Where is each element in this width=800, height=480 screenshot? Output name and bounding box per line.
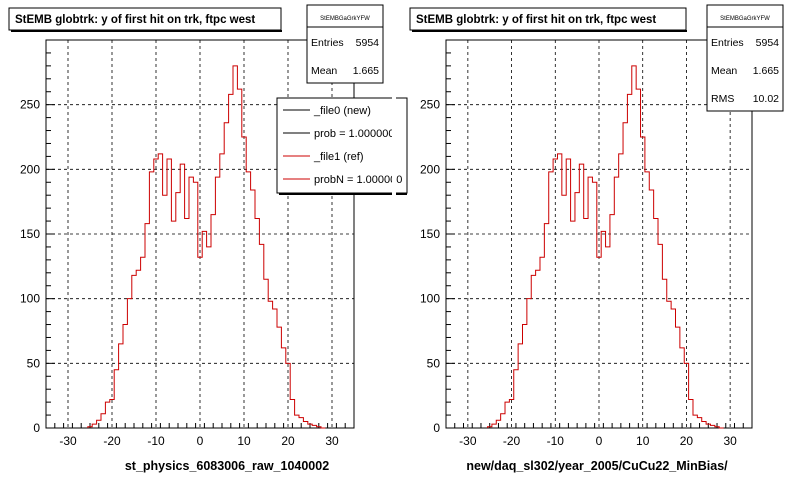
stats-value: 5954 xyxy=(756,37,780,49)
y-tick-label: 250 xyxy=(20,98,40,112)
stats-name: StEMBGaGrkYFW xyxy=(320,16,370,22)
chart-title: StEMB globtrk: y of first hit on trk, ft… xyxy=(15,14,255,26)
stats-value: 10.02 xyxy=(753,93,779,105)
x-axis-label: st_physics_6083006_raw_1040002 xyxy=(125,459,329,473)
stats-name: StEMBGaGrkYFW xyxy=(720,16,770,22)
x-axis-label: new/daq_sl302/year_2005/CuCu22_MinBias/ xyxy=(466,459,728,473)
stats-box xyxy=(306,4,384,84)
y-tick-label: 50 xyxy=(427,356,441,370)
right-margin xyxy=(790,0,800,480)
legend-label: probN = 1.000000 xyxy=(314,174,402,186)
y-tick-label: 200 xyxy=(420,162,440,176)
legend-label: _file0 (new) xyxy=(313,105,371,117)
histogram-series xyxy=(87,65,326,429)
y-tick-label: 100 xyxy=(420,292,440,306)
x-tick-label: 20 xyxy=(281,434,295,448)
right-histogram-panel: -30 -20 -10 0 10 20 30 0 50 100 150 200 250 StEMB glo… xyxy=(409,4,784,473)
left-histogram-panel: -30 -20 -10 0 10 20 30 0 50 100 150 200 250 StEMB glo… xyxy=(8,4,408,473)
stats-label: Entries xyxy=(711,37,744,49)
stats-label: Mean xyxy=(711,65,737,77)
x-tick-label: 0 xyxy=(197,434,204,448)
stats-value: 1.665 xyxy=(353,65,379,77)
histogram-series xyxy=(487,65,724,429)
x-tick-label: -20 xyxy=(503,434,521,448)
stats-label: RMS xyxy=(711,93,734,105)
x-tick-label: -30 xyxy=(59,434,77,448)
y-tick-label: 150 xyxy=(20,227,40,241)
x-tick-label: 10 xyxy=(237,434,251,448)
chart-title: StEMB globtrk: y of first hit on trk, ft… xyxy=(416,14,656,26)
x-tick-label: 30 xyxy=(325,434,339,448)
y-tick-label: 150 xyxy=(420,227,440,241)
legend-box xyxy=(276,97,408,194)
legend-label: _file1 (ref) xyxy=(313,151,364,163)
x-tick-label: 20 xyxy=(680,434,694,448)
y-tick-label: 100 xyxy=(20,292,40,306)
y-tick-label: 250 xyxy=(420,98,440,112)
stats-value: 1.665 xyxy=(753,65,779,77)
x-tick-label: -20 xyxy=(103,434,121,448)
stats-box xyxy=(706,4,784,112)
y-tick-label: 0 xyxy=(33,421,40,435)
panel-gap xyxy=(392,0,396,480)
legend-label: prob = 1.000000 xyxy=(314,128,394,140)
x-tick-label: -10 xyxy=(147,434,165,448)
x-tick-label: 30 xyxy=(723,434,737,448)
stats-label: Mean xyxy=(311,65,337,77)
y-tick-label: 50 xyxy=(27,356,41,370)
x-tick-label: 0 xyxy=(596,434,603,448)
stats-value: 5954 xyxy=(356,37,380,49)
y-tick-label: 0 xyxy=(433,421,440,435)
y-tick-label: 200 xyxy=(20,162,40,176)
x-tick-label: 10 xyxy=(636,434,650,448)
x-tick-label: -10 xyxy=(547,434,565,448)
x-tick-label: -30 xyxy=(459,434,477,448)
stats-label: Entries xyxy=(311,37,344,49)
